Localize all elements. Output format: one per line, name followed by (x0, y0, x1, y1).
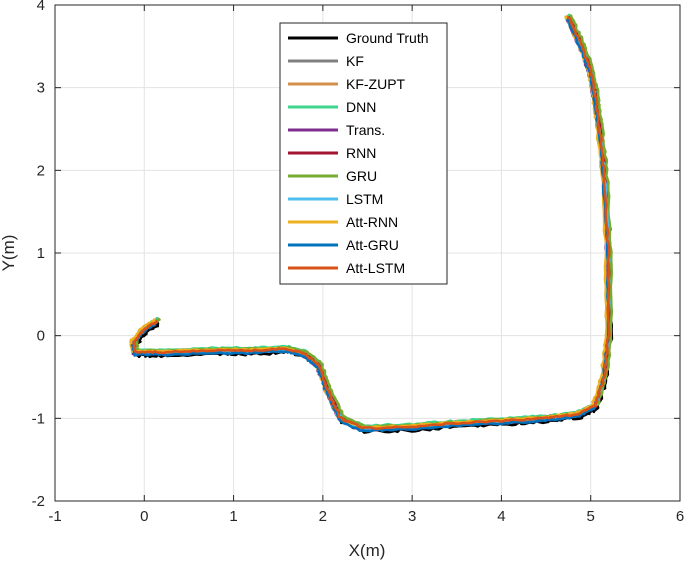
legend-entry: Ground Truth (346, 30, 429, 46)
y-tick-label: 3 (37, 80, 45, 97)
x-tick-label: 3 (408, 508, 416, 525)
y-tick-label: 2 (37, 162, 45, 179)
x-tick-label: 0 (140, 508, 148, 525)
x-tick-label: 6 (676, 508, 684, 525)
y-tick-label: 0 (37, 328, 45, 345)
series-layer (129, 13, 614, 434)
legend-entry: Att-LSTM (346, 260, 405, 276)
x-axis-label: X(m) (349, 541, 386, 560)
y-tick-label: 1 (37, 245, 45, 262)
legend-entry: DNN (346, 99, 376, 115)
x-tick-label: -1 (48, 508, 61, 525)
legend-entry: KF (346, 53, 364, 69)
y-tick-label: 4 (37, 0, 45, 14)
legend-entry: Trans. (346, 122, 385, 138)
x-tick-label: 1 (229, 508, 237, 525)
legend-entry: KF-ZUPT (346, 76, 406, 92)
legend-entry: GRU (346, 168, 377, 184)
y-axis-label: Y(m) (0, 235, 18, 272)
x-tick-label: 5 (587, 508, 595, 525)
legend-entry: LSTM (346, 191, 383, 207)
legend-entry: Att-RNN (346, 214, 398, 230)
legend-entry: RNN (346, 145, 376, 161)
y-tick-label: -1 (32, 410, 45, 427)
series-line-att-lstm (132, 16, 611, 430)
x-tick-label: 2 (319, 508, 327, 525)
y-tick-label: -2 (32, 493, 45, 510)
legend: Ground Truth KF KF-ZUPT DNN Trans. RNN GRU LSTM… (279, 22, 448, 285)
legend-entry: Att-GRU (346, 237, 399, 253)
x-tick-label: 4 (497, 508, 505, 525)
